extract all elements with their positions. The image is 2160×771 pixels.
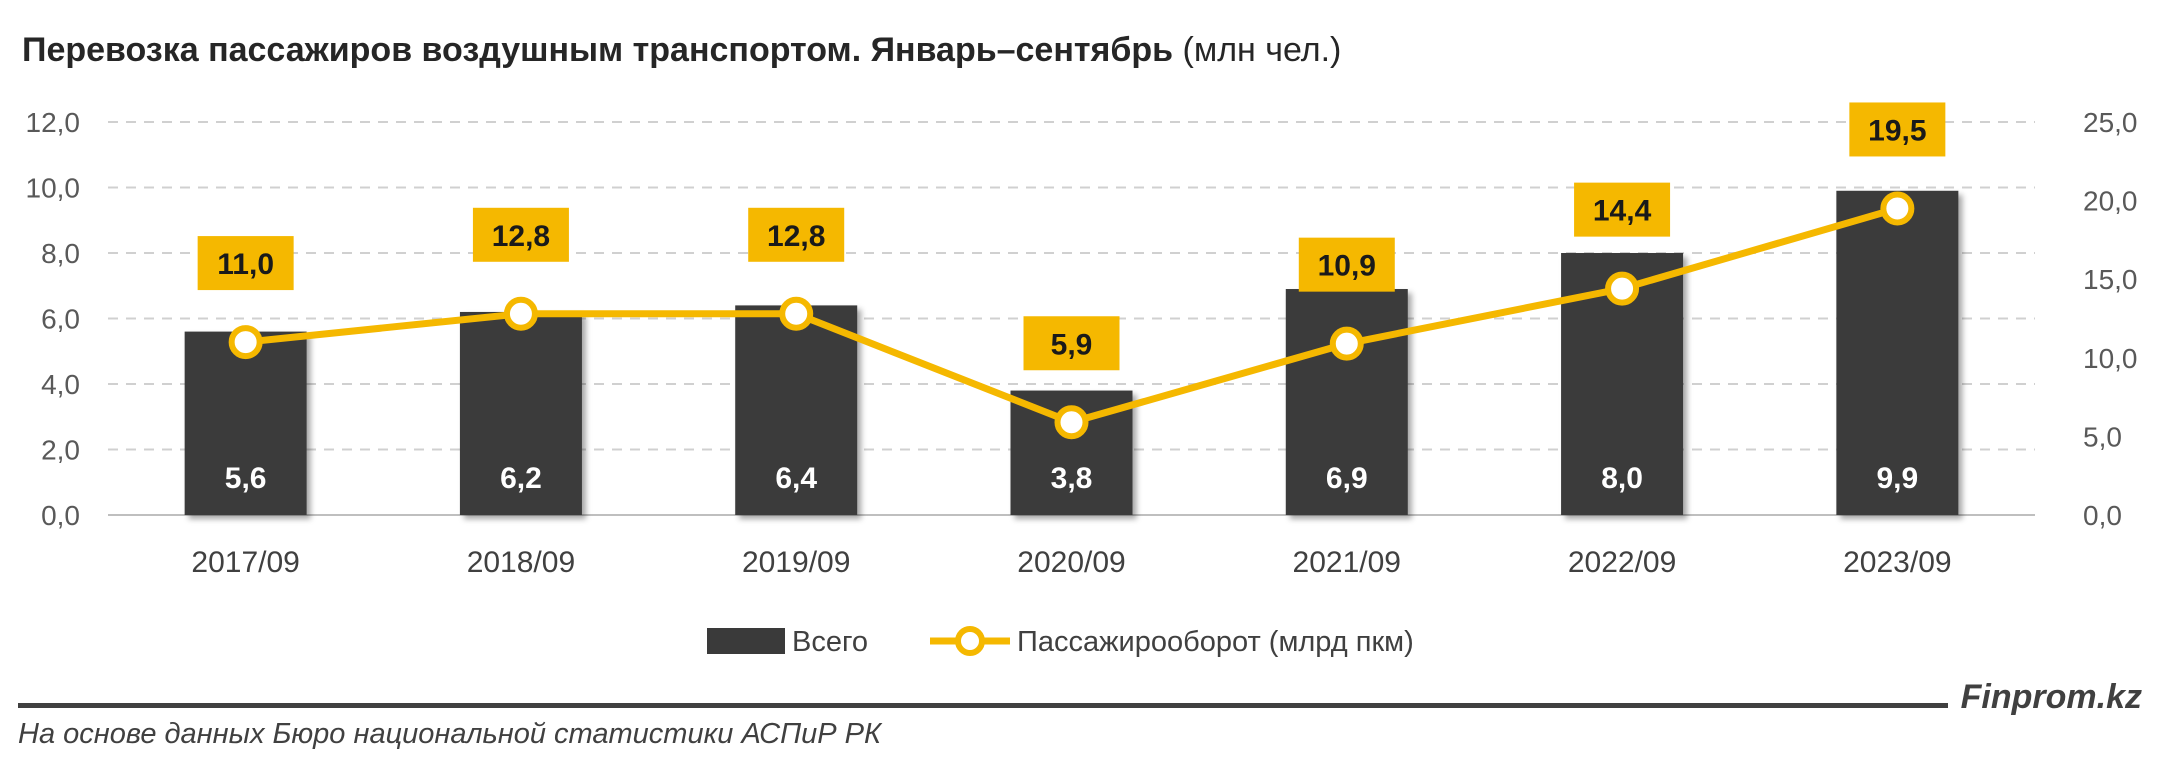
y-right-tick-label: 20,0: [2083, 186, 2138, 217]
chart: 0,0 2,0 4,0 6,0 8,0 10,0 12,0 0,0 5,0 10,0 15,0 20…: [26, 102, 2138, 658]
line-value-label: 11,0: [217, 248, 274, 281]
bar-value-label: 5,6: [225, 462, 267, 495]
y-right-tick-label: 15,0: [2083, 264, 2138, 295]
line-value-label: 12,8: [492, 220, 550, 253]
line-point: [1054, 405, 1089, 440]
y-right-tick-label: 0,0: [2083, 500, 2122, 531]
line-value-label: 5,9: [1051, 328, 1093, 361]
x-tick-label: 2023/09: [1843, 546, 1951, 579]
y-right-tick-label: 25,0: [2083, 107, 2138, 138]
bar: [1836, 190, 1959, 515]
line-point: [228, 325, 263, 360]
y-left-tick-label: 12,0: [26, 107, 81, 138]
y-left-tick-label: 6,0: [41, 304, 80, 335]
bar-value-label: 9,9: [1876, 462, 1918, 495]
y-right-tick-label: 5,0: [2083, 421, 2122, 452]
x-tick-label: 2017/09: [191, 546, 299, 579]
bar: [184, 331, 307, 515]
x-tick-label: 2018/09: [467, 546, 575, 579]
chart-title-main: Перевозка пассажиров воздушным транспорт…: [22, 31, 1174, 69]
line-point: [779, 296, 814, 331]
line-value-label: 10,9: [1318, 250, 1376, 283]
source-note: На основе данных Бюро национальной стати…: [18, 718, 882, 750]
line-value-box: [472, 207, 569, 262]
y-left-tick-label: 8,0: [41, 238, 80, 269]
line-value-box: [1849, 102, 1946, 157]
x-tick-label: 2021/09: [1293, 546, 1401, 579]
line-value-label: 19,5: [1868, 114, 1926, 147]
line-value-label: 12,8: [767, 220, 825, 253]
footer-divider: [18, 703, 1948, 708]
bar-value-label: 6,2: [500, 462, 542, 495]
line-value-box: [1023, 316, 1120, 371]
legend-label-bar: Всего: [792, 626, 868, 658]
line-point: [1329, 326, 1364, 361]
legend: Всего Пассажирооборот (млрд пкм): [707, 626, 1414, 658]
line-point: [1605, 271, 1640, 306]
legend-swatch-bar: [707, 628, 785, 654]
bar: [735, 305, 858, 515]
line-value-label: 14,4: [1593, 195, 1652, 228]
chart-title: Перевозка пассажиров воздушным транспорт…: [22, 26, 1341, 74]
line-value-box: [1574, 182, 1671, 237]
line-point: [503, 296, 538, 331]
y-left-tick-label: 0,0: [41, 500, 80, 531]
bar-value-label: 6,9: [1326, 462, 1368, 495]
line-value-box: [197, 236, 294, 291]
y-left-tick-label: 4,0: [41, 369, 80, 400]
x-tick-label: 2019/09: [742, 546, 850, 579]
y-left-tick-label: 10,0: [26, 173, 81, 204]
line-value-box: [748, 207, 845, 262]
bar-value-label: 3,8: [1051, 462, 1093, 495]
y-left-tick-label: 2,0: [41, 435, 80, 466]
bar-value-label: 6,4: [775, 462, 817, 495]
legend-swatch-marker: [955, 626, 985, 656]
line-value-box: [1298, 237, 1395, 292]
bar: [459, 311, 582, 515]
legend-label-line: Пассажирооборот (млрд пкм): [1017, 626, 1414, 658]
chart-title-unit: (млн чел.): [1182, 31, 1342, 69]
x-tick-label: 2020/09: [1017, 546, 1125, 579]
x-tick-label: 2022/09: [1568, 546, 1676, 579]
bar-value-label: 8,0: [1601, 462, 1643, 495]
y-right-tick-label: 10,0: [2083, 343, 2138, 374]
brand-logo: Finprom.kz: [1960, 678, 2142, 716]
line-point: [1880, 191, 1915, 226]
